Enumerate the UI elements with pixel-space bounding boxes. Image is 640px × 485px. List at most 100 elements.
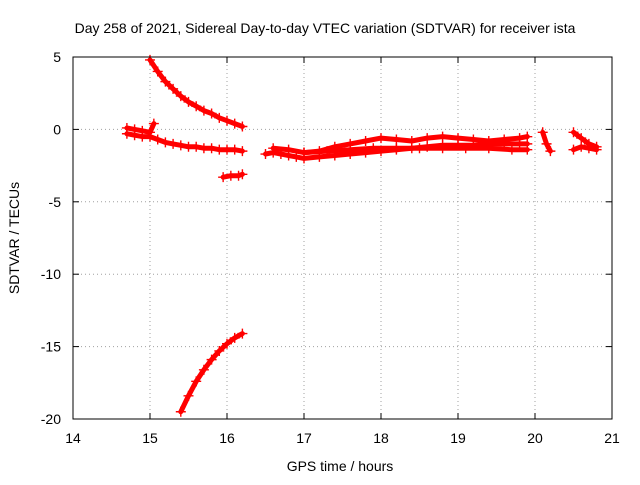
series-arc-lower-recovery <box>175 328 248 417</box>
series-band <box>571 129 600 150</box>
x-tick-label: 16 <box>219 430 235 446</box>
data-point <box>583 143 594 154</box>
data-point <box>237 328 248 339</box>
x-tick-label: 21 <box>604 430 620 446</box>
data-point <box>137 125 148 136</box>
y-tick-label: -15 <box>41 339 61 355</box>
data-point <box>175 91 186 102</box>
data-layer <box>121 54 602 417</box>
data-point <box>145 127 155 138</box>
data-point <box>414 143 425 154</box>
data-point <box>175 140 186 151</box>
x-tick-label: 17 <box>296 430 312 446</box>
data-point <box>299 147 309 158</box>
data-point <box>229 332 240 343</box>
y-tick-label: 5 <box>53 49 61 65</box>
data-point <box>237 146 248 157</box>
data-point <box>391 143 402 154</box>
data-point <box>468 134 479 145</box>
series-arc-early-offset <box>121 118 159 138</box>
data-point <box>168 83 179 94</box>
tick-layer: 14 15 16 17 18 19 20 21 -20 -15 -10 -5 0 5 <box>41 49 620 446</box>
data-point <box>422 133 433 144</box>
data-point <box>183 96 194 107</box>
data-point <box>148 118 159 129</box>
data-point <box>206 354 217 365</box>
data-point <box>129 124 140 135</box>
data-point <box>368 143 379 154</box>
data-point <box>229 118 240 129</box>
x-tick-label: 18 <box>373 430 389 446</box>
data-point <box>506 144 517 155</box>
data-point <box>360 135 371 146</box>
series-arc-late-c <box>568 141 602 155</box>
data-point <box>568 127 579 138</box>
data-point <box>214 345 225 356</box>
data-point <box>483 143 494 154</box>
data-point <box>591 144 602 155</box>
data-point <box>152 134 163 145</box>
data-point <box>229 144 240 155</box>
data-point <box>183 390 194 401</box>
data-point <box>214 112 225 123</box>
data-point <box>568 144 579 155</box>
plot-frame <box>72 56 613 420</box>
data-point <box>545 146 556 157</box>
series-band <box>571 144 600 153</box>
data-point <box>191 101 202 112</box>
series-arc-main-left <box>121 128 248 157</box>
data-point <box>499 134 510 145</box>
data-point <box>453 133 463 144</box>
data-point <box>237 121 248 132</box>
data-point <box>160 76 171 87</box>
data-point <box>345 144 356 155</box>
chart-title: Day 258 of 2021, Sidereal Day-to-day VTE… <box>75 20 576 36</box>
data-point <box>222 338 232 349</box>
x-tick-label: 19 <box>450 430 466 446</box>
data-point <box>191 376 202 387</box>
data-point <box>541 138 552 149</box>
data-point <box>391 134 402 145</box>
data-point <box>537 127 548 138</box>
data-point <box>514 133 525 144</box>
data-point <box>437 143 448 154</box>
data-point <box>175 406 186 417</box>
data-point <box>237 169 248 180</box>
data-point <box>283 144 294 155</box>
series-arc-late-a <box>537 127 556 157</box>
data-point <box>522 131 533 142</box>
data-point <box>206 108 217 119</box>
data-point <box>168 138 179 149</box>
data-point <box>191 141 202 152</box>
y-tick-label: -10 <box>41 266 61 282</box>
y-tick-label: -5 <box>49 194 62 210</box>
series-arc-third-right <box>299 143 533 158</box>
data-point <box>198 105 209 116</box>
x-tick-label: 15 <box>142 430 158 446</box>
series-arc-short-low <box>218 169 248 183</box>
data-point <box>576 141 587 152</box>
x-axis-label: GPS time / hours <box>287 458 394 474</box>
data-point <box>260 149 271 160</box>
data-point <box>198 364 209 375</box>
data-point <box>406 135 417 146</box>
data-point <box>218 172 229 183</box>
x-tick-label: 14 <box>65 430 81 446</box>
y-tick-label: 0 <box>53 121 61 137</box>
x-tick-label: 20 <box>527 430 543 446</box>
data-point <box>437 131 448 142</box>
data-point <box>376 133 386 144</box>
data-point <box>460 143 471 154</box>
y-tick-label: -20 <box>41 411 61 427</box>
data-point <box>322 146 333 157</box>
series-arc-upper-decay <box>145 54 248 132</box>
data-point <box>268 143 279 154</box>
data-point <box>222 115 232 126</box>
data-point <box>522 144 533 155</box>
data-point <box>160 137 171 148</box>
data-point <box>121 122 132 133</box>
data-point <box>206 143 217 154</box>
